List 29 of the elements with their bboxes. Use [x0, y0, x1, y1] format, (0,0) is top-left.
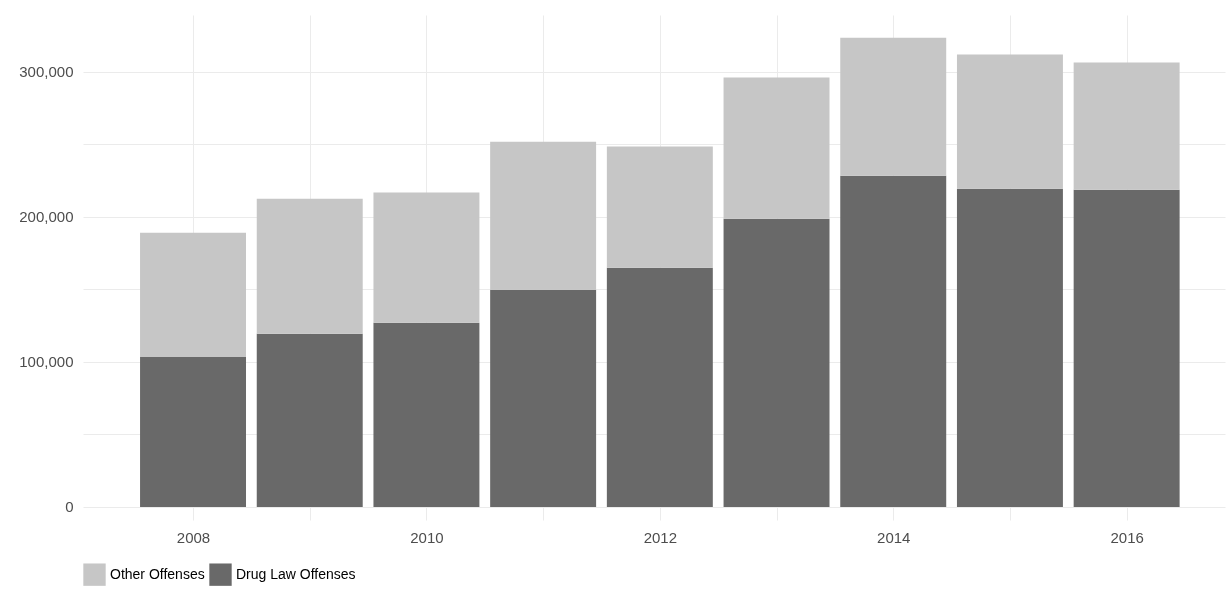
bar [956, 188, 1063, 507]
y-tick-label: 200,000 [19, 208, 74, 226]
bar [606, 267, 713, 507]
bar [606, 146, 713, 268]
bar [1073, 189, 1180, 507]
y-tick-label: 300,000 [19, 63, 74, 81]
bar [723, 77, 830, 219]
bar [490, 289, 597, 507]
x-tick-label: 2016 [1110, 528, 1144, 546]
bar [840, 175, 947, 507]
bar [490, 141, 597, 290]
y-tick-label: 0 [65, 498, 74, 516]
legend-label: Other Offenses [110, 565, 205, 582]
bar [140, 232, 247, 357]
bar [373, 192, 480, 323]
bar [1073, 62, 1180, 190]
bar [256, 333, 363, 507]
bar [140, 356, 247, 507]
y-tick-label: 100,000 [19, 353, 74, 371]
bar [956, 54, 1063, 189]
bar [256, 198, 363, 334]
x-tick-label: 2012 [643, 528, 678, 546]
x-tick-label: 2008 [176, 528, 211, 546]
x-tick-label: 2010 [410, 528, 444, 546]
bar [840, 37, 947, 176]
x-tick-label: 2014 [877, 528, 911, 546]
legend-label: Drug Law Offenses [236, 565, 356, 582]
bar [723, 218, 830, 507]
bar [373, 322, 480, 507]
